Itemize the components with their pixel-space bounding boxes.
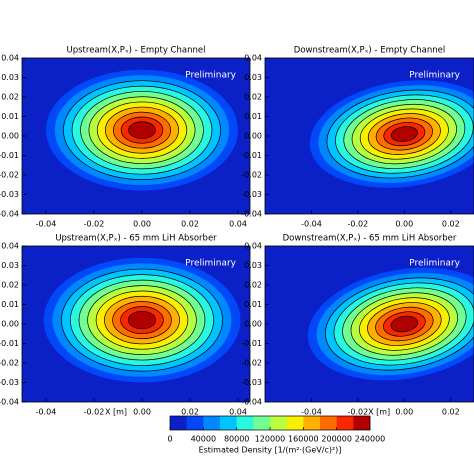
x-tick-label: 0.02 <box>181 408 199 417</box>
colorbar-band <box>253 416 271 430</box>
colorbar-tick-label: 80000 <box>224 435 249 444</box>
colorbar-band <box>203 416 221 430</box>
x-tick-label: -0.02 <box>84 220 105 229</box>
colorbar-band <box>220 416 237 430</box>
y-tick-label: -0.03 <box>241 190 262 199</box>
contour-band <box>127 311 157 330</box>
colorbar-tick-label: 0 <box>167 435 172 444</box>
y-tick-label: 0.02 <box>244 281 262 290</box>
y-tick-label: -0.04 <box>241 210 262 219</box>
x-tick-label: 0.04 <box>229 220 247 229</box>
plot-area: Preliminary <box>22 58 250 214</box>
y-tick-label: -0.03 <box>0 378 19 387</box>
y-tick-label: -0.01 <box>0 339 19 348</box>
annotation: Preliminary <box>185 71 236 81</box>
annotation: Preliminary <box>409 259 460 269</box>
colorbar-tick-label: 120000 <box>255 435 286 444</box>
colorbar-tick-label: 160000 <box>288 435 319 444</box>
x-axis-label: X [m] <box>105 408 127 417</box>
y-tick-label: -0.01 <box>241 151 262 160</box>
y-tick-label: 0.00 <box>244 320 262 329</box>
y-tick-label: 0.02 <box>1 281 19 290</box>
y-tick-label: -0.03 <box>0 190 19 199</box>
annotation: Preliminary <box>185 259 236 269</box>
y-tick-label: 0.01 <box>244 112 262 121</box>
contour-band <box>390 315 419 333</box>
colorbar-tick-label: 240000 <box>355 435 386 444</box>
y-tick-label: 0.04 <box>1 242 19 251</box>
colorbar-band <box>286 416 304 430</box>
colorbar-band <box>236 416 254 430</box>
y-tick-label: 0.03 <box>1 73 19 82</box>
x-tick-label: 0.02 <box>181 220 199 229</box>
y-tick-label: 0.01 <box>244 300 262 309</box>
y-tick-label: 0.01 <box>1 112 19 121</box>
y-tick-label: 0.01 <box>1 300 19 309</box>
panel-title: Upstream(X,Pₓ) - 65 mm LiH Absorber <box>55 234 217 244</box>
x-tick-label: -0.02 <box>84 408 105 417</box>
x-tick-label: -0.04 <box>36 220 57 229</box>
y-tick-label: 0.00 <box>1 132 19 141</box>
contour-band <box>128 121 156 139</box>
y-tick-label: -0.01 <box>241 339 262 348</box>
panel-title: Downstream(X,Pₓ) - Empty Channel <box>294 46 445 56</box>
y-tick-label: -0.04 <box>0 398 19 407</box>
x-tick-label: -0.02 <box>348 408 369 417</box>
colorbar-band <box>186 416 204 430</box>
y-tick-label: 0.03 <box>244 73 262 82</box>
colorbar-tick-label: 200000 <box>321 435 352 444</box>
x-tick-label: -0.02 <box>348 220 369 229</box>
y-tick-label: 0.02 <box>1 93 19 102</box>
y-tick-label: -0.02 <box>0 171 19 180</box>
colorbar-band <box>320 416 337 430</box>
y-tick-label: 0.02 <box>244 93 262 102</box>
y-tick-label: -0.02 <box>0 359 19 368</box>
x-tick-label: 0.04 <box>229 408 247 417</box>
x-tick-label: -0.04 <box>301 408 322 417</box>
y-tick-label: 0.03 <box>1 261 19 270</box>
colorbar-band <box>303 416 321 430</box>
y-tick-label: 0.04 <box>1 54 19 63</box>
y-tick-label: 0.00 <box>244 132 262 141</box>
x-tick-label: 0.00 <box>133 408 151 417</box>
x-axis-label: X [m] <box>368 408 390 417</box>
y-tick-label: -0.02 <box>241 171 262 180</box>
plot-area: Preliminary <box>265 58 474 214</box>
panel-title: Upstream(X,Pₓ) - Empty Channel <box>67 46 206 56</box>
x-tick-label: 0.00 <box>133 220 151 229</box>
colorbar-label: Estimated Density [1/(m²·(GeV/c)²)] <box>199 446 342 455</box>
panel-title: Downstream(X,Pₓ) - 65 mm LiH Absorber <box>283 234 457 244</box>
y-tick-label: -0.01 <box>0 151 19 160</box>
colorbar-band <box>353 416 371 430</box>
x-tick-label: 0.00 <box>395 220 413 229</box>
plot-area: Preliminary <box>265 246 474 402</box>
plot-area: Preliminary <box>22 246 250 402</box>
colorbar-band <box>170 416 187 430</box>
x-tick-label: 0.02 <box>442 220 460 229</box>
y-tick-label: -0.04 <box>241 398 262 407</box>
y-tick-label: -0.03 <box>241 378 262 387</box>
x-tick-label: -0.04 <box>36 408 57 417</box>
y-tick-label: 0.04 <box>244 54 262 63</box>
y-tick-label: -0.02 <box>241 359 262 368</box>
y-tick-label: -0.04 <box>0 210 19 219</box>
contour-band <box>390 126 418 142</box>
x-tick-label: -0.04 <box>301 220 322 229</box>
annotation: Preliminary <box>409 71 460 81</box>
y-tick-label: 0.04 <box>244 242 262 251</box>
x-tick-label: 0.00 <box>395 408 413 417</box>
y-tick-label: 0.00 <box>1 320 19 329</box>
y-tick-label: 0.03 <box>244 261 262 270</box>
x-tick-label: 0.02 <box>442 408 460 417</box>
colorbar-tick-label: 40000 <box>191 435 216 444</box>
colorbar-band <box>270 416 287 430</box>
colorbar-band <box>336 416 354 430</box>
